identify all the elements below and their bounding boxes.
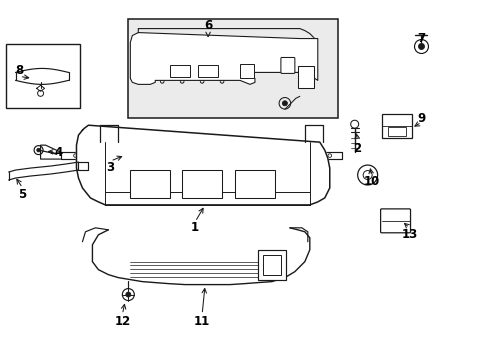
Text: 12: 12: [114, 315, 130, 328]
Circle shape: [282, 101, 287, 106]
Text: 1: 1: [191, 221, 199, 234]
Text: 9: 9: [417, 112, 425, 125]
Text: 7: 7: [417, 32, 425, 45]
FancyBboxPatch shape: [380, 209, 410, 233]
Text: 13: 13: [401, 228, 417, 241]
Text: 11: 11: [194, 315, 210, 328]
Bar: [170, 66, 190, 77]
Polygon shape: [76, 125, 329, 205]
Circle shape: [125, 292, 131, 297]
Bar: [235, 170, 274, 198]
Bar: [130, 170, 170, 198]
Text: 2: 2: [353, 141, 361, 155]
Bar: [297, 67, 313, 88]
Circle shape: [418, 44, 424, 50]
Bar: [258, 250, 285, 280]
Text: 5: 5: [19, 188, 27, 202]
Bar: [240, 64, 253, 78]
Text: 4: 4: [54, 145, 62, 159]
Polygon shape: [130, 32, 317, 84]
Text: 8: 8: [16, 64, 24, 77]
Bar: [263, 255, 280, 275]
Bar: [381, 114, 411, 138]
Circle shape: [37, 148, 41, 152]
Text: 6: 6: [203, 19, 212, 32]
Bar: [182, 170, 222, 198]
Polygon shape: [92, 228, 309, 285]
Bar: [128, 19, 337, 118]
Bar: [6, 44, 81, 108]
Text: 10: 10: [363, 175, 379, 189]
FancyBboxPatch shape: [280, 58, 294, 73]
Bar: [198, 66, 218, 77]
Bar: [387, 127, 405, 136]
Text: 3: 3: [106, 161, 114, 174]
